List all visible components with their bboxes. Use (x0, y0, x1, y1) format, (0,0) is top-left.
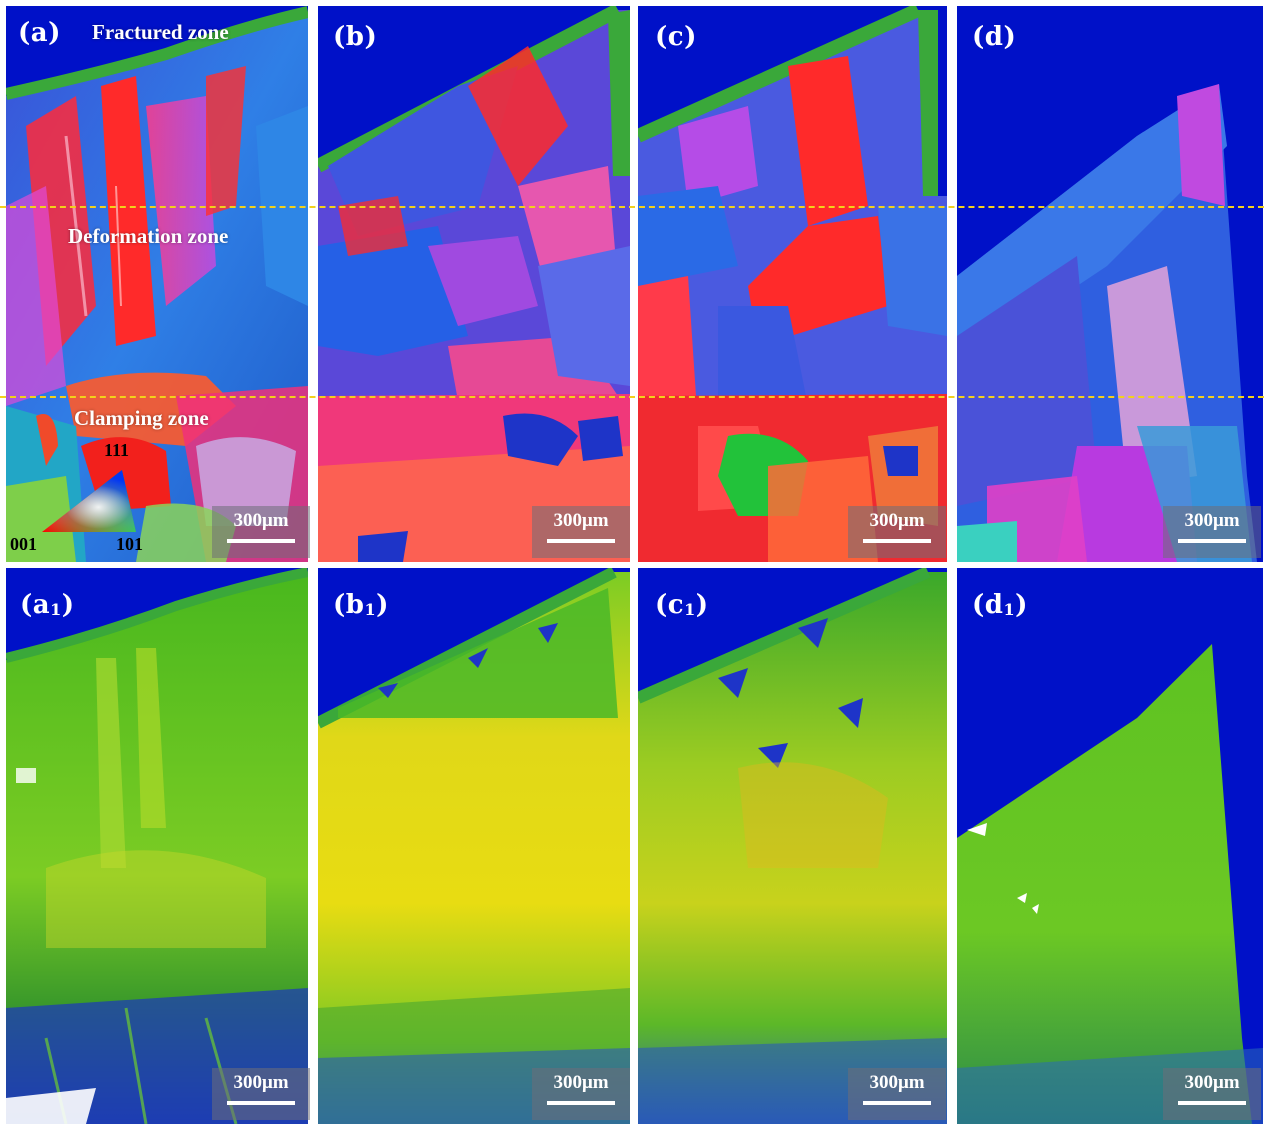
ipf-label-111: 111 (104, 440, 130, 460)
kam-map-a1 (6, 568, 308, 1124)
scale-bar-line (547, 539, 615, 543)
ipf-label-001: 001 (10, 534, 37, 554)
scale-bar-a: 300μm (212, 506, 310, 558)
scale-bar-line (1178, 539, 1246, 543)
ipf-label-101: 101 (116, 534, 143, 554)
zone-label-deformation: Deformation zone (68, 224, 229, 248)
ipf-triangle-icon (42, 470, 136, 532)
panel-label-d1: (d1) (972, 590, 1028, 620)
scale-bar-d1: 300μm (1163, 1068, 1261, 1120)
zone-label-clamping: Clamping zone (74, 406, 209, 430)
ipf-map-d (957, 6, 1263, 562)
panel-label-b1: (b1) (333, 590, 389, 620)
scale-bar-label: 300μm (869, 510, 925, 531)
scale-bar-line (547, 1101, 615, 1105)
scale-bar-label: 300μm (1184, 1072, 1240, 1093)
scale-bar-label: 300μm (553, 1072, 609, 1093)
scale-bar-b: 300μm (532, 506, 630, 558)
scale-bar-b1: 300μm (532, 1068, 630, 1120)
kam-map-b1-image (318, 568, 630, 1124)
scale-bar-c1: 300μm (848, 1068, 946, 1120)
kam-map-c1-image (638, 568, 947, 1124)
scale-bar-a1: 300μm (212, 1068, 310, 1120)
ipf-map-a-image (6, 6, 308, 562)
ipf-map-a (6, 6, 308, 562)
kam-map-d1 (957, 568, 1263, 1124)
ipf-map-c (638, 6, 947, 562)
panel-label-c1: (c1) (655, 590, 709, 620)
kam-map-d1-image (957, 568, 1263, 1124)
scale-bar-label: 300μm (869, 1072, 925, 1093)
kam-map-c1 (638, 568, 947, 1124)
scale-bar-line (863, 1101, 931, 1105)
scale-bar-d: 300μm (1163, 506, 1261, 558)
ipf-color-key (40, 466, 140, 536)
ipf-map-c-image (638, 6, 947, 562)
ipf-map-d-image (957, 6, 1263, 562)
scale-bar-line (227, 539, 295, 543)
panel-label-d: (d) (972, 22, 1017, 52)
panel-label-b: (b) (333, 22, 378, 52)
kam-map-a1-image (6, 568, 308, 1124)
panel-label-c: (c) (655, 22, 697, 52)
divider-line-upper (0, 206, 1264, 208)
scale-bar-label: 300μm (233, 1072, 289, 1093)
scale-bar-line (1178, 1101, 1246, 1105)
divider-line-lower (0, 396, 1264, 398)
scale-bar-line (227, 1101, 295, 1105)
scale-bar-label: 300μm (553, 510, 609, 531)
scale-bar-label: 300μm (1184, 510, 1240, 531)
scale-bar-line (863, 539, 931, 543)
panel-label-a1: (a1) (20, 590, 75, 620)
scale-bar-label: 300μm (233, 510, 289, 531)
kam-map-b1 (318, 568, 630, 1124)
panel-label-a: (a) (18, 18, 61, 48)
zone-label-fractured: Fractured zone (92, 20, 229, 44)
ipf-map-b-image (318, 6, 630, 562)
scale-bar-c: 300μm (848, 506, 946, 558)
ipf-map-b (318, 6, 630, 562)
